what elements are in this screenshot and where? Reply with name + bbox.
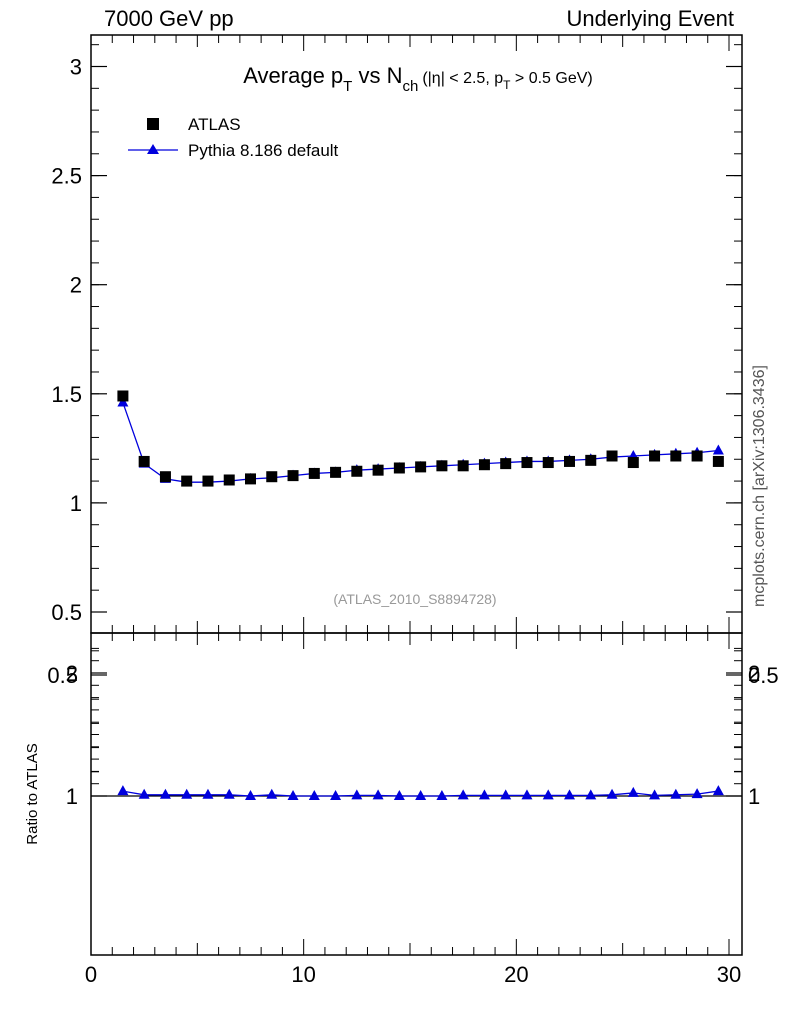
ratio-pythia-point [308, 790, 320, 800]
y-tick-label: 1.5 [51, 382, 82, 407]
atlas-point [627, 457, 639, 469]
ratio-pythia-point [627, 786, 639, 797]
atlas-point [245, 473, 256, 485]
legend-marker-pythia [147, 144, 159, 154]
atlas-point [308, 467, 320, 479]
ratio-pythia-point [202, 788, 214, 799]
y-tick-label: 2.5 [51, 164, 82, 189]
ratio-pythia-point [606, 788, 618, 799]
ratio-pythia-point [330, 790, 342, 800]
mcplots-side-label: mcplots.cern.ch [arXiv:1306.3436] [751, 365, 768, 607]
ratio-pythia-point [245, 790, 256, 800]
ratio-y-axis-label: Ratio to ATLAS [24, 743, 41, 844]
ratio-pythia-point [564, 789, 575, 800]
atlas-point [564, 455, 575, 467]
atlas-point [478, 459, 490, 471]
atlas-point [159, 471, 171, 483]
header-analysis-label: Underlying Event [566, 6, 734, 31]
ratio-y-tick-label-right: 0.5 [748, 663, 779, 688]
atlas-point [223, 474, 235, 486]
ratio-pythia-point [649, 789, 661, 800]
main-panel: 0.5 1 1.5 2 2.5 3 Average pT vs Nch (|η| < 2.5… [51, 34, 743, 634]
ratio-pythia-point [117, 785, 129, 796]
atlas-point [670, 450, 682, 462]
pythia-point [117, 396, 129, 407]
pythia-point [712, 444, 724, 455]
ratio-pythia-point [351, 789, 363, 800]
ratio-pythia-point [691, 788, 703, 799]
x-tick-label: 10 [291, 962, 315, 987]
y-tick-label: 0.5 [51, 600, 82, 625]
ratio-pythia-point [415, 790, 427, 800]
ratio-pythia-point [478, 789, 490, 800]
atlas-point [202, 475, 214, 487]
ratio-pythia-point [436, 790, 448, 800]
atlas-point [351, 465, 363, 477]
atlas-point [372, 464, 384, 476]
ratio-pythia-point [670, 788, 682, 799]
ratio-y-tick-label: 2 [66, 661, 78, 686]
x-tick-label: 20 [504, 962, 528, 987]
x-tick-label: 0 [85, 962, 97, 987]
atlas-point [712, 455, 724, 467]
ratio-pythia-point [266, 788, 278, 799]
ratio-pythia-point [712, 785, 724, 796]
ratio-y-tick-label: 0.5 [47, 663, 78, 688]
ratio-pythia-point [393, 790, 405, 800]
y-tick-label: 3 [70, 55, 82, 80]
y-tick-label: 1 [70, 491, 82, 516]
ratio-pythia-point [457, 789, 469, 800]
chart-title: Average pT vs Nch (|η| < 2.5, pT > 0.5 Ge… [243, 63, 592, 95]
ratio-panel-frame [90, 632, 743, 956]
atlas-point [181, 475, 193, 487]
atlas-point [266, 471, 278, 483]
atlas-point [436, 460, 448, 472]
ratio-pythia-point [500, 789, 512, 800]
atlas-point [542, 457, 554, 469]
ratio-panel-ticks: 0.5 0.51 12 20 10 20 30 [47, 633, 779, 987]
atlas-point [649, 450, 661, 462]
atlas-point [606, 450, 618, 462]
atlas-point [500, 458, 512, 470]
atlas-point [415, 461, 427, 473]
x-tick-label: 30 [717, 962, 741, 987]
ratio-pythia-point [223, 788, 235, 799]
legend-label-atlas: ATLAS [188, 115, 241, 134]
atlas-point [585, 454, 597, 466]
atlas-point [521, 457, 533, 469]
y-tick-label: 2 [70, 273, 82, 298]
atlas-point [393, 462, 405, 474]
atlas-point [117, 390, 129, 402]
ratio-pythia-point [181, 788, 193, 799]
legend-label-pythia: Pythia 8.186 default [188, 141, 339, 160]
ratio-pythia-point [138, 788, 150, 799]
ratio-y-tick-label-right: 2 [748, 661, 760, 686]
ratio-y-tick-label: 1 [66, 784, 78, 809]
ratio-panel: 0.5 0.51 12 20 10 20 30 Ratio to ATLAS [24, 632, 779, 987]
main-panel-ticks: 0.5 1 1.5 2 2.5 3 [51, 35, 742, 633]
ratio-pythia-point [287, 790, 299, 800]
ratio-pythia-point [521, 789, 533, 800]
legend: ATLAS Pythia 8.186 default [128, 115, 339, 160]
ratio-pythia-point [542, 789, 554, 800]
atlas-point [287, 470, 299, 482]
analysis-watermark: (ATLAS_2010_S8894728) [333, 591, 496, 607]
ratio-pythia-point [372, 789, 384, 800]
atlas-point [457, 460, 469, 472]
atlas-point [691, 450, 703, 462]
legend-marker-atlas [147, 118, 159, 130]
ratio-y-tick-label-right: 1 [748, 784, 760, 809]
atlas-point [330, 466, 342, 478]
ratio-pythia-point [159, 788, 171, 799]
header-process-label: 7000 GeV pp [104, 6, 234, 31]
ratio-pythia-point [585, 789, 597, 800]
atlas-point [138, 455, 150, 467]
